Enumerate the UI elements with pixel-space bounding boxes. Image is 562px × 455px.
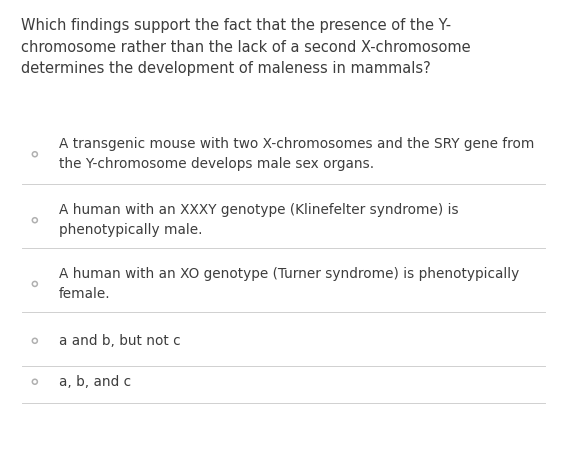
Text: a, b, and c: a, b, and c xyxy=(59,375,131,389)
Text: Which findings support the fact that the presence of the Y-
chromosome rather th: Which findings support the fact that the… xyxy=(21,18,471,76)
Text: A human with an XO genotype (Turner syndrome) is phenotypically
female.: A human with an XO genotype (Turner synd… xyxy=(59,267,519,301)
Text: a and b, but not c: a and b, but not c xyxy=(59,334,180,348)
Text: A human with an XXXY genotype (Klinefelter syndrome) is
phenotypically male.: A human with an XXXY genotype (Klinefelt… xyxy=(59,203,459,237)
Text: A transgenic mouse with two X-chromosomes and the SRY gene from
the Y-chromosome: A transgenic mouse with two X-chromosome… xyxy=(59,137,534,171)
